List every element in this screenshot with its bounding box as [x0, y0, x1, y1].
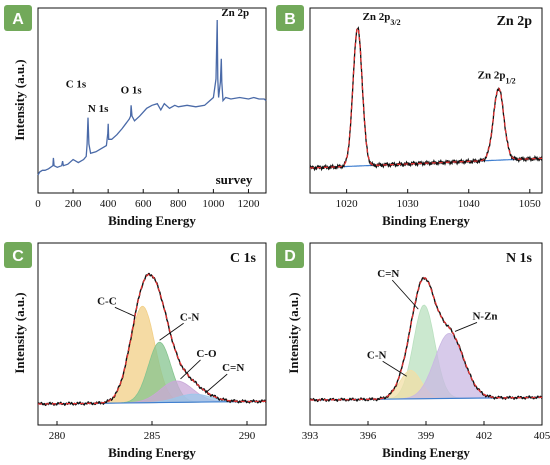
panel-b-annotation: Zn 2p3/2 — [363, 11, 401, 27]
badge-c-label: C — [12, 248, 24, 265]
badge-a: A — [4, 5, 32, 31]
panel-c-annotation: C-N — [180, 311, 200, 323]
panel-d-xtick-label: 399 — [418, 430, 435, 442]
panel-b-xtick-label: 1050 — [519, 198, 542, 210]
panel-a-xtick-label: 200 — [65, 198, 82, 210]
panel-a-xtick-label: 800 — [170, 198, 187, 210]
panel-c-annotation-pointer — [114, 306, 136, 317]
panel-b-frame — [309, 7, 543, 194]
panel-c-title: C 1s — [230, 251, 257, 266]
panel-b-title: Zn 2p — [497, 14, 533, 29]
panel-a-annotation: N 1s — [88, 103, 109, 115]
badge-b-label: B — [284, 11, 296, 28]
badge-d-bg — [276, 242, 304, 268]
panel-d-annotation-pointer — [382, 360, 407, 377]
panel-a-ylabel: Intensity (a.u.) — [12, 59, 27, 140]
badge-a-bg — [4, 5, 32, 31]
panel-a-frame — [37, 7, 267, 194]
panel-a-annotation: O 1s — [121, 84, 143, 96]
badge-b: B — [276, 5, 304, 31]
panel-c-annotation-pointer — [180, 359, 201, 380]
panel-c-annotation: C-O — [196, 348, 217, 360]
panel-a-xtick-label: 400 — [100, 198, 117, 210]
panel-a-xtick-label: 1000 — [202, 198, 225, 210]
badge-c-bg — [4, 242, 32, 268]
panel-d: 393 396 399 402 405 N 1s Binding Energy Inte… — [286, 242, 550, 460]
panel-a-annotation: Zn 2p — [221, 7, 249, 19]
n1s-fit-line — [310, 277, 542, 401]
panel-d-annotation: N-Zn — [472, 310, 497, 322]
panel-d-xtick-label: 405 — [534, 430, 550, 442]
panel-d-annotation-pointer — [454, 322, 478, 332]
panel-b-xtick-label: 1040 — [458, 198, 481, 210]
badge-b-bg — [276, 5, 304, 31]
zn2p-experimental-line — [309, 26, 543, 172]
panel-d-annotation: C=N — [377, 268, 399, 280]
panel-b-xtick-label: 1020 — [336, 198, 359, 210]
panel-c-xtick-label: 280 — [49, 430, 66, 442]
panel-d-annotation: C-N — [367, 349, 387, 361]
zn2p-fit-line — [310, 27, 543, 169]
panel-b-annotation: Zn 2p1/2 — [478, 69, 516, 85]
panel-d-xtick-label: 396 — [360, 430, 377, 442]
panel-a: 0 200 400 600 800 1000 1200 Binding Energy Int… — [12, 7, 267, 228]
panel-c-annotation: C-C — [97, 295, 117, 307]
panel-c-xtick-label: 290 — [239, 430, 256, 442]
panel-c-annotation: C=N — [222, 362, 244, 374]
panel-c-xlabel: Binding Energy — [108, 445, 196, 460]
panel-a-xtick-label: 0 — [35, 198, 41, 210]
panel-d-title: N 1s — [506, 251, 533, 266]
panel-a-annotation: C 1s — [66, 79, 87, 91]
panel-c-ylabel: Intensity (a.u.) — [12, 292, 27, 373]
panel-a-xlabel: Binding Energy — [108, 213, 196, 228]
panel-b-xtick-label: 1030 — [397, 198, 420, 210]
c1s-fit-line — [38, 273, 266, 405]
panel-d-annotation-pointer — [391, 279, 419, 310]
panel-b-xlabel: Binding Energy — [382, 213, 470, 228]
badge-d: D — [276, 242, 304, 268]
survey-series-line — [37, 19, 267, 176]
panel-c-annotation-pointer — [204, 373, 228, 394]
panel-a-legend: survey — [216, 172, 253, 187]
badge-c: C — [4, 242, 32, 268]
badge-a-label: A — [12, 11, 24, 28]
panel-c-annotation-pointer — [159, 322, 184, 341]
panel-a-xtick-label: 600 — [135, 198, 152, 210]
panel-d-xtick-label: 393 — [302, 430, 319, 442]
panel-d-xtick-label: 402 — [476, 430, 493, 442]
badge-d-label: D — [284, 248, 296, 265]
panel-c: 280 285 290 C 1s Binding Energy Intensity … — [12, 242, 267, 460]
panel-d-ylabel: Intensity (a.u.) — [286, 292, 301, 373]
panel-a-xtick-label: 1200 — [237, 198, 260, 210]
panel-c-xtick-label: 285 — [144, 430, 161, 442]
panel-b: 1020 1030 1040 1050 Zn 2p Binding Energy Zn… — [309, 7, 543, 228]
panel-d-xlabel: Binding Energy — [382, 445, 470, 460]
